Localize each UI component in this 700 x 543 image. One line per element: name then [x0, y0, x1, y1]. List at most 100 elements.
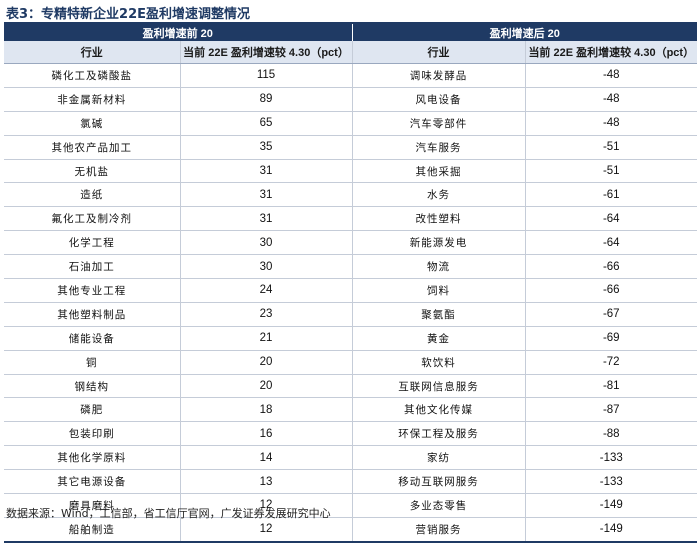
- value-cell-bottom: -66: [524, 278, 698, 303]
- value-cell-top: 20: [179, 350, 353, 375]
- industry-cell-bottom: 黄金: [351, 326, 526, 351]
- value-cell-top: 16: [179, 421, 353, 447]
- value-cell-top: 35: [179, 135, 353, 160]
- table-row: 铜 20 软饮料 -72: [4, 350, 698, 375]
- industry-cell-top: 非金属新材料: [4, 87, 180, 112]
- value-cell-bottom: -64: [524, 230, 698, 256]
- industry-cell-top: 磷肥: [4, 397, 180, 423]
- table-row: 其他农产品加工 35 汽车服务 -51: [4, 135, 698, 160]
- industry-cell-top: 造纸: [4, 182, 180, 208]
- value-cell-bottom: -88: [524, 421, 698, 447]
- industry-cell-top: 其他塑料制品: [4, 302, 180, 327]
- table-row: 磷化工及磷酸盐 115 调味发酵品 -48: [4, 63, 698, 88]
- industry-cell-top: 储能设备: [4, 326, 180, 351]
- industry-cell-bottom: 其他采掘: [351, 159, 526, 184]
- table-row: 其它电源设备 13 移动互联网服务 -133: [4, 469, 698, 495]
- value-cell-bottom: -69: [524, 326, 698, 351]
- table-row: 无机盐 31 其他采掘 -51: [4, 159, 698, 184]
- value-cell-top: 20: [179, 374, 353, 399]
- value-cell-bottom: -51: [524, 135, 698, 160]
- industry-cell-top: 氯碱: [4, 111, 180, 136]
- value-cell-bottom: -133: [524, 445, 698, 471]
- value-cell-bottom: -48: [524, 111, 698, 136]
- industry-cell-bottom: 移动互联网服务: [351, 469, 526, 495]
- table-row: 非金属新材料 89 风电设备 -48: [4, 87, 698, 112]
- column-header-change-right: 当前 22E 盈利增速较 4.30（pct）: [524, 41, 698, 64]
- value-cell-bottom: -149: [524, 517, 698, 543]
- value-cell-top: 89: [179, 87, 353, 112]
- value-cell-bottom: -149: [524, 493, 698, 518]
- industry-cell-bottom: 改性塑料: [351, 206, 526, 232]
- industry-cell-bottom: 汽车零部件: [351, 111, 526, 136]
- industry-cell-top: 磨具磨料: [4, 493, 180, 518]
- source-note: 数据来源：Wind，工信部，省工信厅官网，广发证券发展研究中心: [6, 507, 331, 520]
- value-cell-top: 14: [179, 445, 353, 471]
- value-cell-top: 13: [179, 469, 353, 495]
- value-cell-top: 12: [179, 517, 353, 543]
- value-cell-bottom: -51: [524, 159, 698, 184]
- industry-cell-top: 磷化工及磷酸盐: [4, 63, 180, 88]
- industry-cell-top: 铜: [4, 350, 180, 375]
- document-page: 表3：专精特新企业22E盈利增速调整情况 盈利增速前 20 盈利增速后 20 行…: [4, 7, 698, 543]
- value-cell-bottom: -87: [524, 397, 698, 423]
- group-header-row: 盈利增速前 20 盈利增速后 20: [4, 24, 698, 41]
- value-cell-bottom: -81: [524, 374, 698, 399]
- table-row: 氯碱 65 汽车零部件 -48: [4, 111, 698, 136]
- industry-cell-bottom: 家纺: [351, 445, 526, 471]
- value-cell-top: 31: [179, 182, 353, 208]
- table-row: 氟化工及制冷剂 31 改性塑料 -64: [4, 206, 698, 232]
- industry-cell-bottom: 软饮料: [351, 350, 526, 375]
- industry-cell-bottom: 饲料: [351, 278, 526, 303]
- industry-cell-top: 其他专业工程: [4, 278, 180, 303]
- table-row: 其他化学原料 14 家纺 -133: [4, 445, 698, 471]
- value-cell-top: 23: [179, 302, 353, 327]
- value-cell-top: 21: [179, 326, 353, 351]
- industry-cell-bottom: 环保工程及服务: [351, 421, 526, 447]
- industry-cell-top: 其他化学原料: [4, 445, 180, 471]
- industry-cell-bottom: 风电设备: [351, 87, 526, 112]
- value-cell-top: 30: [179, 254, 353, 280]
- table-row: 磷肥 18 其他文化传媒 -87: [4, 397, 698, 423]
- table-row: 其他专业工程 24 饲料 -66: [4, 278, 698, 303]
- table-row: 包装印刷 16 环保工程及服务 -88: [4, 421, 698, 447]
- industry-cell-bottom: 互联网信息服务: [351, 374, 526, 399]
- value-cell-bottom: -48: [524, 63, 698, 88]
- industry-cell-bottom: 多业态零售: [351, 493, 526, 518]
- industry-cell-bottom: 调味发酵品: [351, 63, 526, 88]
- value-cell-bottom: -67: [524, 302, 698, 327]
- table-row: 船舶制造 12 营销服务 -149: [4, 517, 698, 543]
- industry-cell-bottom: 物流: [351, 254, 526, 280]
- industry-cell-top: 无机盐: [4, 159, 180, 184]
- table-row: 磨具磨料 12 多业态零售 -149: [4, 493, 698, 518]
- table-row: 化学工程 30 新能源发电 -64: [4, 230, 698, 256]
- industry-cell-bottom: 聚氨酯: [351, 302, 526, 327]
- column-header-row: 行业 当前 22E 盈利增速较 4.30（pct） 行业 当前 22E 盈利增速…: [4, 41, 698, 64]
- industry-cell-bottom: 其他文化传媒: [351, 397, 526, 423]
- value-cell-top: 115: [179, 63, 353, 88]
- industry-cell-top: 石油加工: [4, 254, 180, 280]
- industry-cell-bottom: 营销服务: [351, 517, 526, 543]
- table-title: 表3：专精特新企业22E盈利增速调整情况: [6, 7, 251, 22]
- value-cell-bottom: -133: [524, 469, 698, 495]
- value-cell-top: 30: [179, 230, 353, 256]
- value-cell-bottom: -72: [524, 350, 698, 375]
- value-cell-top: 31: [179, 159, 353, 184]
- group-header-bottom20: 盈利增速后 20: [351, 24, 698, 41]
- table-row: 钢结构 20 互联网信息服务 -81: [4, 374, 698, 399]
- industry-cell-top: 化学工程: [4, 230, 180, 256]
- column-header-change-left: 当前 22E 盈利增速较 4.30（pct）: [179, 41, 353, 64]
- table-row: 其他塑料制品 23 聚氨酯 -67: [4, 302, 698, 327]
- industry-cell-top: 其它电源设备: [4, 469, 180, 495]
- value-cell-top: 24: [179, 278, 353, 303]
- value-cell-top: 12: [179, 493, 353, 518]
- group-header-top20: 盈利增速前 20: [4, 24, 353, 41]
- industry-cell-bottom: 水务: [351, 182, 526, 208]
- value-cell-bottom: -48: [524, 87, 698, 112]
- value-cell-bottom: -61: [524, 182, 698, 208]
- value-cell-top: 18: [179, 397, 353, 423]
- value-cell-bottom: -64: [524, 206, 698, 232]
- industry-cell-top: 船舶制造: [4, 517, 180, 543]
- table-row: 储能设备 21 黄金 -69: [4, 326, 698, 351]
- table-body: 磷化工及磷酸盐 115 调味发酵品 -48 非金属新材料 89 风电设备 -48 氯碱 65 汽车零…: [4, 63, 698, 543]
- table-row: 石油加工 30 物流 -66: [4, 254, 698, 280]
